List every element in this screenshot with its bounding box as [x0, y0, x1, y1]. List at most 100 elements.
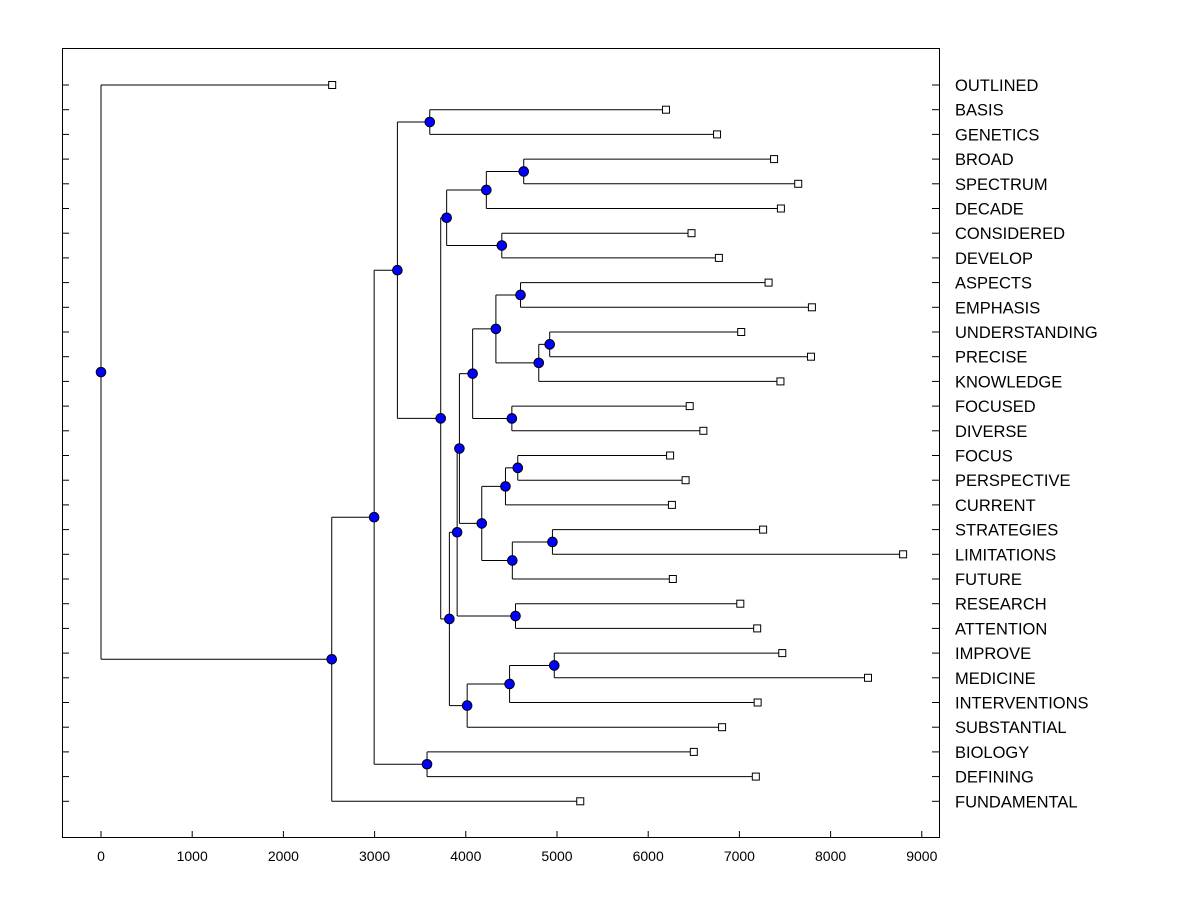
leaf-marker	[751, 772, 760, 781]
leaf-marker	[737, 328, 746, 336]
x-tick-label: 6000	[633, 848, 664, 864]
merge-node	[467, 368, 478, 379]
merge-node	[490, 323, 502, 335]
leaf-label: IMPROVE	[955, 645, 1031, 663]
merge-node	[533, 357, 545, 369]
leaf-label: STRATEGIES	[955, 522, 1058, 540]
x-tick-label: 0	[97, 848, 105, 864]
merge-node	[544, 339, 556, 350]
merge-nodes	[95, 116, 560, 770]
branch-lines	[100, 84, 904, 802]
merge-node	[481, 184, 492, 196]
leaf-marker	[863, 673, 872, 682]
leaf-label: UNDERSTANDING	[955, 324, 1098, 342]
leaf-marker	[776, 377, 785, 386]
x-tick-label: 1000	[177, 848, 208, 864]
leaf-marker	[807, 303, 816, 312]
leaf-marker	[753, 624, 762, 633]
merge-node	[444, 613, 455, 625]
leaf-marker	[699, 426, 708, 435]
leaf-label: DIVERSE	[955, 423, 1027, 441]
merge-node	[441, 212, 452, 224]
merge-node	[95, 366, 107, 378]
merge-node	[506, 413, 518, 424]
leaf-marker	[328, 81, 337, 89]
merge-node	[510, 610, 521, 622]
leaf-marker	[661, 105, 670, 114]
leaf-marker	[794, 179, 803, 188]
leaf-label: LIMITATIONS	[955, 546, 1056, 564]
x-tick-label: 8000	[815, 848, 846, 864]
leaf-marker	[668, 575, 677, 583]
axis-ticks: 0 1000 2000 3000 4000 5000 6000 7000 8000 9000	[62, 84, 939, 864]
leaf-label: SUBSTANTIAL	[955, 719, 1067, 737]
leaf-markers	[328, 81, 908, 806]
leaf-marker	[770, 155, 779, 164]
merge-node	[507, 555, 518, 566]
merge-node	[500, 481, 511, 492]
leaf-label: FUNDAMENTAL	[955, 793, 1078, 811]
x-tick-label: 2000	[268, 848, 299, 864]
merge-node	[512, 462, 524, 474]
leaf-marker	[687, 229, 696, 238]
leaf-label: KNOWLEDGE	[955, 373, 1062, 391]
x-tick-label: 7000	[724, 848, 755, 864]
leaf-label: FOCUS	[955, 448, 1013, 466]
leaf-label: BROAD	[955, 151, 1014, 169]
leaf-marker	[576, 797, 585, 806]
merge-node	[368, 511, 380, 523]
leaf-marker	[667, 500, 676, 509]
leaf-label: BIOLOGY	[955, 744, 1029, 762]
leaf-label: FOCUSED	[955, 398, 1036, 416]
merge-node	[496, 240, 508, 251]
x-tick-label: 9000	[906, 848, 937, 864]
leaf-label: DEVELOP	[955, 250, 1033, 268]
leaf-marker	[806, 352, 815, 361]
merge-node	[518, 166, 530, 177]
merge-node	[451, 527, 463, 538]
leaf-label: BASIS	[955, 102, 1004, 120]
leaf-marker	[718, 723, 727, 732]
leaf-label: INTERVENTIONS	[955, 695, 1089, 713]
leaf-marker	[681, 476, 690, 485]
merge-node	[515, 289, 526, 301]
merge-node	[421, 758, 433, 770]
merge-node	[326, 653, 338, 665]
merge-node	[548, 660, 560, 671]
leaf-marker	[759, 525, 768, 534]
leaf-label: ASPECTS	[955, 275, 1032, 293]
leaf-label: DECADE	[955, 201, 1024, 219]
leaf-marker	[899, 550, 908, 559]
leaf-label: GENETICS	[955, 126, 1039, 144]
leaf-marker	[666, 451, 675, 460]
leaf-label: DEFINING	[955, 769, 1034, 787]
merge-node	[504, 678, 515, 690]
merge-node	[461, 700, 473, 711]
leaf-marker	[776, 204, 785, 213]
merge-node	[424, 116, 436, 128]
leaf-label: EMPHASIS	[955, 299, 1040, 317]
x-tick-label: 3000	[359, 848, 390, 864]
leaf-label: ATTENTION	[955, 620, 1047, 638]
leaf-label: SPECTRUM	[955, 176, 1048, 194]
merge-node	[454, 443, 465, 454]
merge-node	[392, 264, 403, 276]
merge-node	[476, 518, 488, 529]
leaf-label: RESEARCH	[955, 596, 1047, 614]
leaf-marker	[713, 130, 722, 139]
leaf-label: OUTLINED	[955, 77, 1039, 95]
leaf-label: CONSIDERED	[955, 225, 1065, 243]
leaf-marker	[685, 402, 694, 411]
x-tick-label: 4000	[450, 848, 481, 864]
leaf-marker	[764, 278, 773, 287]
leaf-label: PERSPECTIVE	[955, 472, 1071, 490]
leaf-label: MEDICINE	[955, 670, 1036, 688]
leaf-label: PRECISE	[955, 349, 1027, 367]
leaf-marker	[753, 698, 762, 707]
merge-node	[547, 536, 558, 548]
leaf-marker	[778, 649, 787, 658]
x-tick-label: 5000	[541, 848, 572, 864]
plot-frame	[62, 48, 940, 838]
leaf-marker	[736, 599, 745, 608]
leaf-labels: OUTLINED BASIS GENETICS BROAD SPECTRUM DECADE…	[955, 77, 1098, 811]
